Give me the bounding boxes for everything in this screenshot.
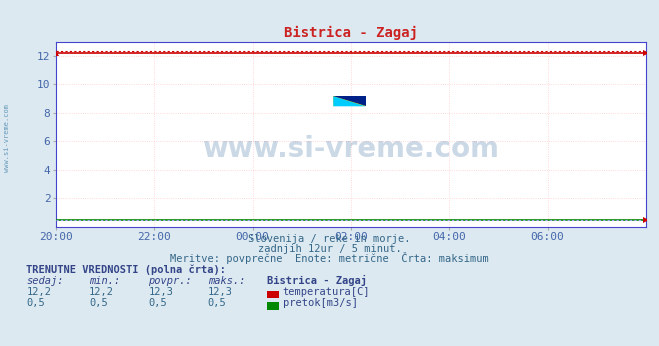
Polygon shape — [333, 96, 366, 106]
Text: 12,3: 12,3 — [208, 287, 233, 297]
Text: 0,5: 0,5 — [208, 298, 226, 308]
Text: www.si-vreme.com: www.si-vreme.com — [3, 104, 10, 172]
Text: Bistrica - Zagaj: Bistrica - Zagaj — [267, 275, 367, 286]
Polygon shape — [333, 96, 366, 106]
Text: 0,5: 0,5 — [26, 298, 45, 308]
Text: pretok[m3/s]: pretok[m3/s] — [283, 298, 358, 308]
Text: www.si-vreme.com: www.si-vreme.com — [202, 135, 500, 163]
Title: Bistrica - Zagaj: Bistrica - Zagaj — [284, 26, 418, 40]
Text: 12,2: 12,2 — [89, 287, 114, 297]
Text: sedaj:: sedaj: — [26, 276, 64, 286]
Text: maks.:: maks.: — [208, 276, 245, 286]
Text: zadnjih 12ur / 5 minut.: zadnjih 12ur / 5 minut. — [258, 244, 401, 254]
Text: 0,5: 0,5 — [89, 298, 107, 308]
Text: 12,2: 12,2 — [26, 287, 51, 297]
Text: 0,5: 0,5 — [148, 298, 167, 308]
Text: TRENUTNE VREDNOSTI (polna črta):: TRENUTNE VREDNOSTI (polna črta): — [26, 265, 226, 275]
Text: 12,3: 12,3 — [148, 287, 173, 297]
Text: povpr.:: povpr.: — [148, 276, 192, 286]
Text: Meritve: povprečne  Enote: metrične  Črta: maksimum: Meritve: povprečne Enote: metrične Črta:… — [170, 252, 489, 264]
Text: temperatura[C]: temperatura[C] — [283, 287, 370, 297]
Text: Slovenija / reke in morje.: Slovenija / reke in morje. — [248, 234, 411, 244]
Text: min.:: min.: — [89, 276, 120, 286]
Polygon shape — [333, 96, 366, 106]
